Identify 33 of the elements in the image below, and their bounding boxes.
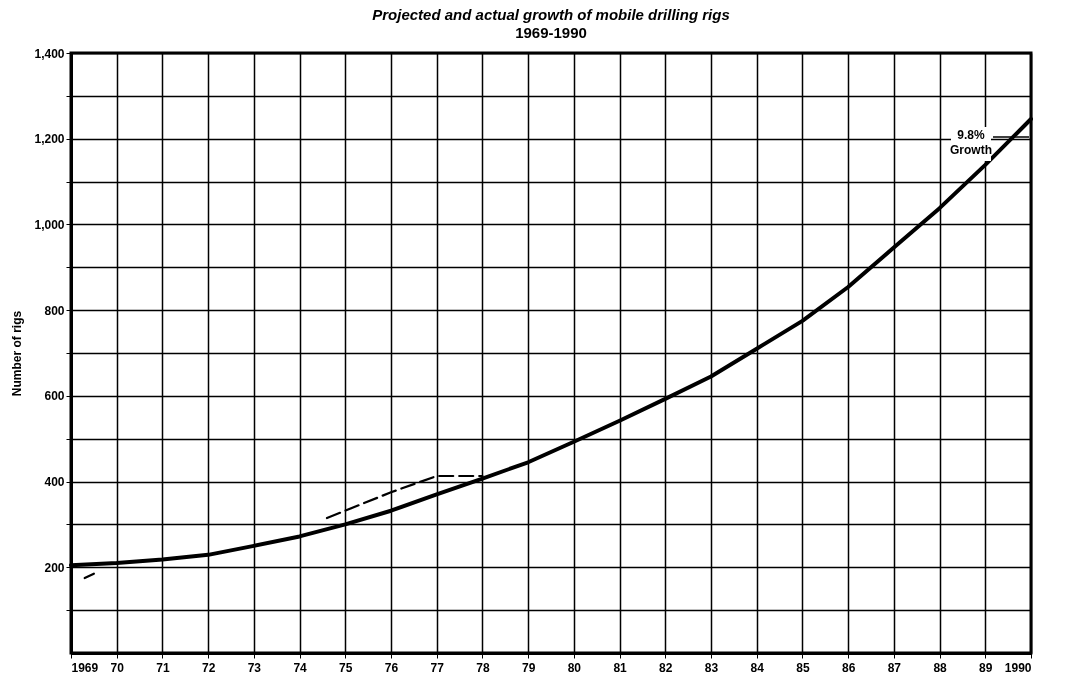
- y-tick-label: 1,000: [34, 217, 65, 232]
- y-tick-label: 1,400: [34, 46, 65, 61]
- x-tick-label: 86: [841, 660, 856, 675]
- y-tick-label: 200: [44, 560, 65, 575]
- x-tick-label: 74: [293, 660, 308, 675]
- x-tick-label: 70: [110, 660, 125, 675]
- x-tick-label: 89: [979, 660, 993, 675]
- y-tick-label: 1,200: [34, 132, 65, 147]
- x-tick-label: 79: [521, 660, 536, 675]
- x-tick-label: 85: [796, 660, 810, 675]
- x-tick-label: 83: [704, 660, 719, 675]
- x-tick-label: 72: [201, 660, 216, 675]
- x-tick-label: 71: [156, 660, 170, 675]
- chart-subtitle: 1969-1990: [515, 24, 587, 41]
- x-tick-label: 1969: [71, 660, 99, 675]
- x-tick-label: 84: [750, 660, 765, 675]
- x-tick-label: 77: [430, 660, 445, 675]
- annotation: 9.8% Growth: [950, 128, 992, 157]
- x-tick-label: 78: [476, 660, 490, 675]
- y-tick-label: 400: [44, 475, 65, 490]
- x-tick-label: 75: [339, 660, 353, 675]
- x-tick-label: 87: [887, 660, 902, 675]
- x-tick-label: 80: [567, 660, 582, 675]
- y-tick-label: 600: [44, 389, 65, 404]
- chart-title: Projected and actual growth of mobile drilling rigs: [372, 6, 730, 23]
- x-tick-label: 82: [659, 660, 673, 675]
- y-tick-label: 800: [44, 303, 65, 318]
- x-tick-label: 76: [384, 660, 399, 675]
- x-tick-label: 1990: [1004, 660, 1032, 675]
- x-tick-label: 81: [613, 660, 628, 675]
- x-tick-label: 88: [933, 660, 948, 675]
- x-tick-label: 73: [247, 660, 262, 675]
- y-axis-title: Number of rigs: [10, 310, 25, 397]
